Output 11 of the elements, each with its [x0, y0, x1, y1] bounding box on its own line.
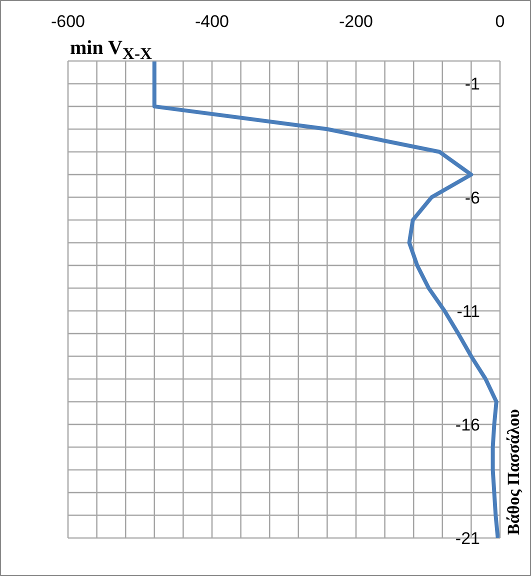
y-tick-label: -1 — [464, 74, 480, 94]
x-tick-label: -200 — [338, 12, 374, 31]
chart-title: min V$_{X-X}$ — [70, 37, 152, 65]
y-axis-title: Βάθος Πασσάλου — [504, 409, 524, 535]
x-tick-label: 0 — [495, 12, 505, 31]
x-tick-label: -600 — [50, 12, 86, 31]
y-tick-label: -16 — [455, 415, 480, 434]
x-tick-label: -400 — [194, 12, 230, 31]
y-tick-label: -21 — [455, 529, 480, 548]
y-tick-label: -11 — [456, 302, 480, 321]
y-tick-label: -6 — [464, 188, 480, 208]
